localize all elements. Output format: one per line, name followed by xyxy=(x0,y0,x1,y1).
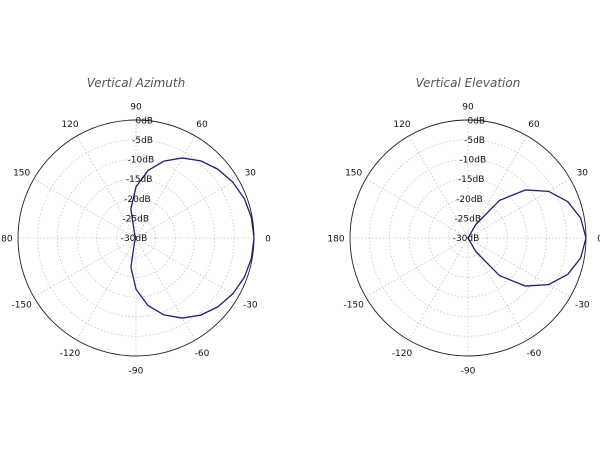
angle-tick-label: -150 xyxy=(343,301,364,311)
angle-tick-label: 0 xyxy=(265,235,271,245)
radial-tick-label: -15dB xyxy=(458,175,485,185)
angle-tick-label: 60 xyxy=(528,120,540,130)
grid-spoke xyxy=(135,237,239,298)
angle-tick-label: -90 xyxy=(129,367,144,377)
radial-tick-label: -5dB xyxy=(132,136,153,146)
angle-tick-label: -150 xyxy=(11,301,32,311)
radial-tick-label: -25dB xyxy=(122,214,149,224)
pattern-line xyxy=(467,189,587,287)
angle-tick-label: 150 xyxy=(345,169,362,179)
radial-tick-label: -30dB xyxy=(121,234,148,244)
angle-tick-label: -60 xyxy=(195,349,210,359)
angle-tick-label: 180 xyxy=(327,235,344,245)
angle-tick-label: -30 xyxy=(575,301,590,311)
grid-spoke xyxy=(76,237,137,341)
grid-spoke xyxy=(365,178,469,239)
chart-title: Vertical Azimuth xyxy=(87,76,185,90)
radial-tick-label: 0dB xyxy=(135,116,153,126)
angle-tick-label: -120 xyxy=(60,349,81,359)
angle-tick-label: 120 xyxy=(61,120,78,130)
radial-tick-label: -5dB xyxy=(464,136,485,146)
radial-tick-label: -20dB xyxy=(456,195,483,205)
angle-tick-label: 90 xyxy=(130,103,142,113)
grid-ring xyxy=(115,217,157,259)
angle-tick-label: 30 xyxy=(245,169,257,179)
grid-spoke xyxy=(135,237,196,341)
vertical-elevation-chart: Vertical Elevation 0dB -5dB -10dB -15dB -20d… xyxy=(327,76,600,377)
vertical-azimuth-chart: Vertical Azimuth 0dB -5dB -10dB -15dB -20dB -… xyxy=(0,76,271,377)
radial-tick-label: -20dB xyxy=(124,195,151,205)
radial-tick-label: -10dB xyxy=(460,156,487,166)
radial-tick-label: -15dB xyxy=(126,175,153,185)
radial-tick-label: -10dB xyxy=(128,156,155,166)
grid-spoke xyxy=(76,135,137,239)
angle-tick-label: 30 xyxy=(577,169,589,179)
grid-spoke xyxy=(467,237,528,341)
angle-tick-label: 0 xyxy=(597,235,600,245)
radial-tick-label: -25dB xyxy=(454,214,481,224)
angle-tick-label: 120 xyxy=(393,120,410,130)
grid-spoke xyxy=(467,135,528,239)
grid-spoke xyxy=(365,237,469,298)
grid-spoke xyxy=(33,178,137,239)
grid-spoke xyxy=(135,178,239,239)
radial-tick-label: -30dB xyxy=(453,234,480,244)
grid-ring xyxy=(56,158,216,318)
grid-spoke xyxy=(135,135,196,239)
grid-ring xyxy=(388,158,548,318)
angle-tick-label: 180 xyxy=(0,235,13,245)
angle-tick-label: 60 xyxy=(196,120,208,130)
grid-ring xyxy=(408,178,528,298)
angle-tick-label: -30 xyxy=(243,301,258,311)
grid-spoke xyxy=(408,237,469,341)
angle-tick-label: -120 xyxy=(392,349,413,359)
angle-tick-label: 150 xyxy=(13,169,30,179)
radial-tick-label: 0dB xyxy=(467,116,485,126)
angle-tick-label: 90 xyxy=(462,103,474,113)
pattern-line xyxy=(130,157,255,319)
grid-spoke xyxy=(33,237,137,298)
angle-tick-label: -60 xyxy=(527,349,542,359)
grid-spoke xyxy=(467,237,571,298)
grid-ring xyxy=(76,178,196,298)
chart-title: Vertical Elevation xyxy=(416,76,521,90)
grid-spoke xyxy=(467,178,571,239)
grid-spoke xyxy=(408,135,469,239)
grid-ring xyxy=(447,217,489,259)
angle-tick-label: -90 xyxy=(461,367,476,377)
